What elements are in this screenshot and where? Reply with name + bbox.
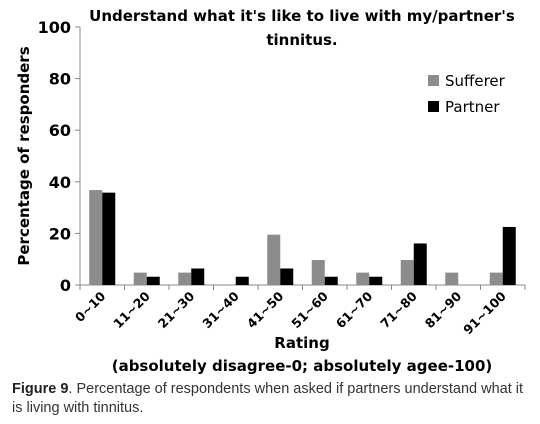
bar-partner-6: [324, 276, 338, 285]
x-tick-label: 21~30: [155, 288, 198, 331]
bar-sufferer-5: [267, 234, 281, 285]
legend: Sufferer Partner: [428, 72, 506, 116]
legend-swatch-sufferer: [428, 75, 439, 86]
y-tick-label: 40: [49, 173, 71, 192]
x-tick-label: 41~50: [244, 288, 287, 331]
x-tick-label: 81~90: [422, 288, 465, 331]
y-ticks: 0 20 40 60 80 100: [38, 18, 80, 295]
bar-sufferer-7: [356, 272, 370, 285]
x-tick-label: 11~20: [110, 288, 153, 331]
y-tick-label: 100: [38, 18, 71, 37]
x-tick-label: 0~10: [72, 288, 109, 325]
chart-title-line-2: tinnitus.: [266, 31, 337, 49]
x-tick-label: 91~100: [460, 288, 509, 337]
bar-sufferer-10: [489, 272, 503, 285]
bar-chart: Understand what it's like to live with m…: [15, 7, 526, 375]
legend-label-sufferer: Sufferer: [445, 72, 506, 90]
figure-caption: Figure 9. Percentage of respondents when…: [12, 380, 532, 418]
legend-label-partner: Partner: [445, 98, 500, 116]
x-tick-label: 71~80: [377, 288, 420, 331]
x-tick-label: 31~40: [199, 288, 242, 331]
bar-partner-10: [502, 226, 516, 285]
y-axis-label: Percentage of responders: [15, 46, 33, 265]
bars: [89, 190, 516, 285]
x-ticks: 0~10 11~20 21~30 31~40 41~50 51~60 61~70 71~80 8…: [72, 285, 526, 337]
x-axis-label-line-1: Rating: [274, 334, 329, 352]
bar-partner-1: [102, 192, 116, 285]
bar-sufferer-8: [400, 259, 414, 285]
x-axis-label-line-2: (absolutely disagree-0; absolutely agee-…: [112, 357, 493, 375]
bar-partner-7: [369, 276, 383, 285]
bar-partner-2: [146, 276, 160, 285]
x-tick-label: 61~70: [333, 288, 376, 331]
figure-caption-text: . Percentage of respondents when asked i…: [12, 381, 524, 416]
bar-sufferer-1: [89, 190, 103, 285]
bar-partner-4: [235, 276, 249, 285]
y-tick-label: 80: [49, 70, 71, 89]
y-tick-label: 0: [60, 276, 71, 295]
bar-sufferer-2: [133, 272, 147, 285]
chart-title-line-1: Understand what it's like to live with m…: [89, 7, 515, 25]
bar-sufferer-9: [445, 272, 459, 285]
y-tick-label: 60: [49, 121, 71, 140]
x-tick-label: 51~60: [288, 288, 331, 331]
figure-label: Figure 9: [12, 381, 69, 397]
bar-partner-3: [191, 268, 205, 285]
bar-sufferer-3: [178, 272, 192, 285]
y-tick-label: 20: [49, 224, 71, 243]
bar-partner-5: [280, 268, 294, 285]
bar-partner-8: [413, 243, 427, 285]
bar-sufferer-6: [311, 259, 325, 285]
legend-swatch-partner: [428, 101, 439, 112]
